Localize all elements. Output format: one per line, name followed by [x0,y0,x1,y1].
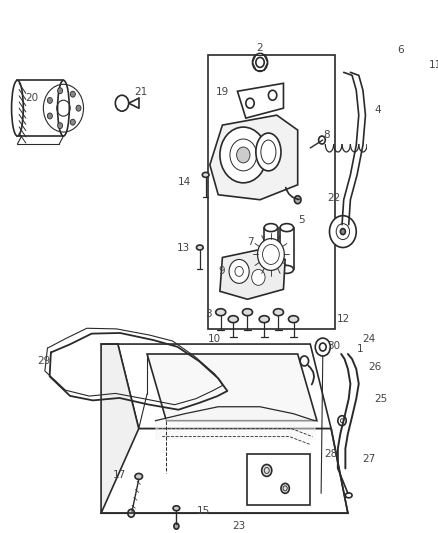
Circle shape [318,136,325,144]
Circle shape [237,147,250,163]
Ellipse shape [346,493,352,498]
Circle shape [319,343,326,351]
Circle shape [174,523,179,529]
Circle shape [281,483,290,494]
Circle shape [294,196,301,204]
Circle shape [71,119,75,125]
Text: 23: 23 [233,521,246,531]
Circle shape [246,98,254,108]
Text: 30: 30 [327,341,340,351]
Ellipse shape [215,309,226,316]
Polygon shape [147,354,317,421]
Text: 28: 28 [325,449,338,458]
Circle shape [338,416,346,426]
Text: 11: 11 [429,60,438,70]
Circle shape [115,95,129,111]
Circle shape [405,52,417,66]
Circle shape [128,509,134,517]
Text: 2: 2 [256,44,262,53]
Text: 17: 17 [113,471,126,480]
Circle shape [71,91,75,97]
Ellipse shape [273,309,283,316]
Ellipse shape [280,224,293,232]
Polygon shape [208,55,336,329]
Text: 10: 10 [208,334,221,344]
Text: 6: 6 [397,45,404,55]
Circle shape [315,338,330,356]
Ellipse shape [135,473,142,479]
Polygon shape [220,249,285,299]
Text: 12: 12 [337,314,350,324]
Circle shape [47,98,53,103]
Ellipse shape [173,506,180,511]
Text: 13: 13 [177,243,190,253]
Circle shape [252,269,265,285]
Text: 8: 8 [324,130,330,140]
Text: 19: 19 [216,87,229,97]
Polygon shape [210,115,298,200]
Bar [385,134,397,156]
Text: 1: 1 [357,344,364,354]
Circle shape [262,464,272,477]
Polygon shape [101,429,348,513]
Ellipse shape [228,316,238,322]
Ellipse shape [385,130,397,138]
Text: 27: 27 [362,454,375,464]
Ellipse shape [243,309,253,316]
Text: 14: 14 [178,177,191,187]
Circle shape [340,229,346,235]
Text: 15: 15 [197,506,210,516]
Ellipse shape [280,265,293,273]
Text: 4: 4 [374,105,381,115]
Bar [264,228,278,269]
Text: 22: 22 [327,193,340,203]
Ellipse shape [202,172,209,177]
Circle shape [220,127,267,183]
Text: 3: 3 [205,309,212,319]
Circle shape [256,58,264,67]
Circle shape [268,90,277,100]
Ellipse shape [197,245,203,250]
Text: 9: 9 [218,266,225,277]
Polygon shape [101,344,139,513]
Ellipse shape [264,265,278,273]
Ellipse shape [264,224,278,232]
Ellipse shape [256,133,281,171]
Circle shape [300,356,308,366]
Ellipse shape [11,80,23,136]
Text: 25: 25 [375,394,388,404]
Text: 7: 7 [247,237,253,247]
Ellipse shape [289,316,299,322]
Circle shape [229,260,249,284]
Polygon shape [18,80,64,136]
Text: 24: 24 [362,334,375,344]
Polygon shape [118,344,331,429]
Text: 5: 5 [299,215,305,224]
Circle shape [57,88,63,94]
Ellipse shape [385,152,397,160]
Circle shape [76,105,81,111]
Circle shape [329,216,356,247]
Circle shape [57,123,63,128]
Bar [247,454,310,505]
Text: 26: 26 [368,362,381,372]
Text: 21: 21 [134,87,147,97]
Circle shape [47,113,53,119]
Ellipse shape [259,316,269,322]
Circle shape [258,239,284,270]
Text: 29: 29 [38,356,51,366]
Circle shape [253,53,268,71]
Bar [280,228,293,269]
Polygon shape [237,83,283,118]
Text: 20: 20 [25,93,38,103]
Ellipse shape [57,80,69,136]
